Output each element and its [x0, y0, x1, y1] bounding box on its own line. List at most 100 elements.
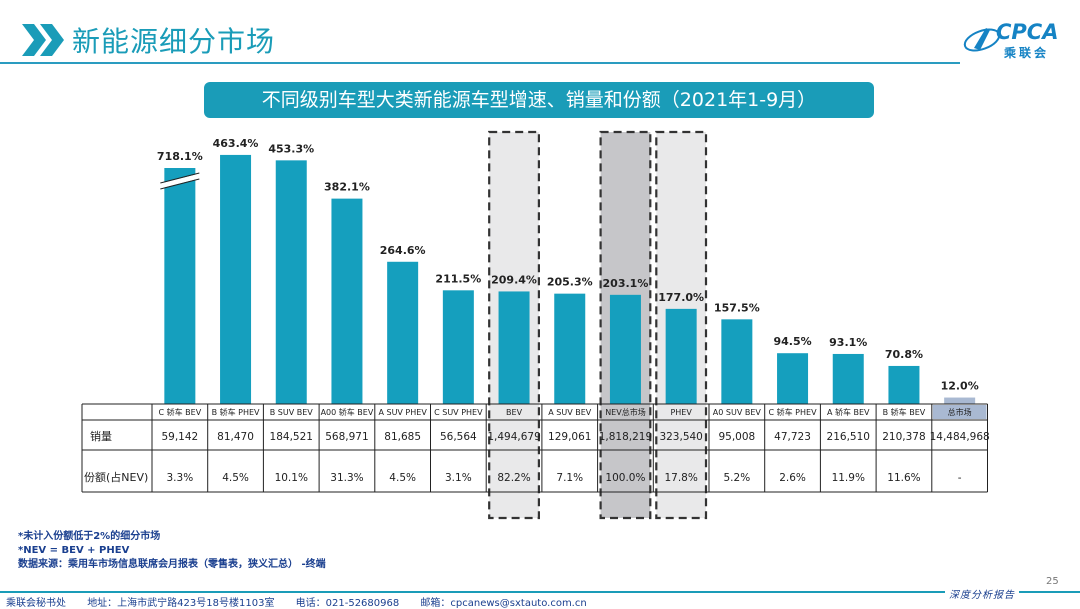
category-label: C 轿车 PHEV — [769, 407, 818, 417]
sales-cell: 95,008 — [718, 431, 755, 443]
footnotes: *未计入份额低于2%的细分市场 *NEV = BEV + PHEV 数据来源：乘… — [18, 530, 326, 572]
bar-value-label: 177.0% — [658, 291, 704, 304]
bar — [609, 294, 641, 404]
bar — [665, 308, 697, 404]
footnote-3: 数据来源：乘用车市场信息联席会月报表（零售表，狭义汇总） -终端 — [18, 559, 326, 570]
footer-phone: 电话：021-52680968 — [295, 598, 400, 609]
sales-cell: 323,540 — [659, 431, 702, 443]
axis-break-line — [160, 172, 200, 184]
category-label: NEV总市场 — [605, 407, 646, 417]
bar-value-label: 70.8% — [885, 348, 923, 361]
bar — [944, 397, 976, 404]
share-cell: 4.5% — [389, 472, 416, 484]
sales-cell: 129,061 — [548, 431, 591, 443]
bar-value-label: 211.5% — [435, 272, 481, 285]
bar-value-label: 12.0% — [941, 380, 979, 393]
sales-cell: 210,378 — [882, 431, 925, 443]
bar-value-label: 718.1% — [157, 150, 203, 163]
sales-cell: 184,521 — [270, 431, 313, 443]
bar — [164, 168, 196, 404]
bar-value-label: 93.1% — [829, 336, 867, 349]
bar — [275, 160, 307, 404]
bar-value-label: 94.5% — [773, 335, 811, 348]
footnote-2: *NEV = BEV + PHEV — [18, 545, 130, 556]
bar — [387, 261, 419, 404]
chevron-right-icon — [22, 24, 64, 56]
share-cell: 5.2% — [724, 472, 751, 484]
share-cell: 100.0% — [605, 472, 645, 484]
footer-email: 邮箱：cpcanews@sxtauto.com.cn — [420, 598, 587, 609]
bar-value-label: 463.4% — [213, 137, 259, 150]
bar — [498, 291, 530, 404]
share-cell: 3.3% — [167, 472, 194, 484]
share-cell: 17.8% — [664, 472, 697, 484]
axis-break-line — [160, 178, 200, 190]
footer-address: 地址：上海市武宁路423号18号楼1103室 — [87, 598, 275, 609]
category-label: A 轿车 BEV — [827, 407, 870, 417]
share-cell: - — [958, 472, 962, 484]
bar-value-label: 382.1% — [324, 181, 370, 194]
bar-value-label: 205.3% — [547, 276, 593, 289]
bar — [888, 365, 920, 404]
share-cell: 11.6% — [887, 472, 920, 484]
bar-value-label: 203.1% — [603, 277, 649, 290]
bar — [331, 198, 363, 404]
category-label: 总市场 — [948, 407, 972, 417]
footer: 乘联会秘书处 地址：上海市武宁路423号18号楼1103室 电话：021-526… — [6, 594, 605, 609]
sales-cell: 1,494,679 — [487, 431, 540, 443]
bar-value-label: 209.4% — [491, 273, 537, 286]
sales-cell: 1,818,219 — [599, 431, 652, 443]
share-cell: 31.3% — [330, 472, 363, 484]
bar — [832, 353, 864, 404]
chart-title: 不同级别车型大类新能源车型增速、销量和份额（2021年1-9月） — [204, 82, 874, 118]
share-cell: 7.1% — [556, 472, 583, 484]
cpca-logo-icon — [963, 28, 1001, 52]
category-label: B 轿车 PHEV — [212, 407, 260, 417]
share-cell: 10.1% — [275, 472, 308, 484]
footnote-1: *未计入份额低于2%的细分市场 — [18, 531, 161, 542]
header-divider — [0, 62, 960, 64]
sales-cell: 568,971 — [325, 431, 368, 443]
page-title: 新能源细分市场 — [72, 25, 276, 58]
category-label: A00 轿车 BEV — [321, 407, 374, 417]
sales-cell: 47,723 — [774, 431, 811, 443]
sales-cell: 56,564 — [440, 431, 477, 443]
logo-cn-text: 乘联会 — [1004, 46, 1050, 60]
sales-cell: 216,510 — [827, 431, 870, 443]
total-header-cell — [932, 405, 987, 419]
sales-cell: 81,470 — [217, 431, 254, 443]
footer-office: 乘联会秘书处 — [6, 598, 66, 609]
axis-break-mark — [159, 173, 200, 189]
category-label: A0 SUV BEV — [713, 408, 762, 417]
bar — [220, 154, 252, 404]
share-cell: 11.9% — [832, 472, 865, 484]
footer-divider — [0, 591, 1080, 593]
bar — [442, 290, 474, 404]
category-label: BEV — [506, 408, 523, 417]
sales-cell: 59,142 — [161, 431, 198, 443]
row-label-share: 份额(占NEV) — [84, 470, 148, 484]
footer-tagline: 深度分析报告 — [945, 586, 1019, 601]
bar — [777, 353, 809, 404]
bar-value-label: 157.5% — [714, 301, 760, 314]
category-label: PHEV — [670, 408, 692, 417]
bar — [554, 293, 586, 404]
bar — [721, 319, 753, 404]
row-label-sales: 销量 — [90, 429, 112, 443]
logo-text: CPCA — [996, 20, 1059, 44]
category-label: C 轿车 BEV — [159, 407, 202, 417]
category-label: C SUV PHEV — [434, 408, 483, 417]
sales-cell: 14,484,968 — [930, 431, 990, 443]
share-cell: 3.1% — [445, 472, 472, 484]
share-cell: 82.2% — [497, 472, 530, 484]
bar-value-label: 453.3% — [268, 142, 314, 155]
page-number: 25 — [1046, 576, 1059, 587]
category-label: A SUV BEV — [548, 408, 592, 417]
category-label: B SUV BEV — [270, 408, 314, 417]
bar-value-label: 264.6% — [380, 244, 426, 257]
category-label: A SUV PHEV — [378, 408, 427, 417]
category-label: B 轿车 BEV — [883, 407, 926, 417]
share-cell: 2.6% — [779, 472, 806, 484]
share-cell: 4.5% — [222, 472, 249, 484]
